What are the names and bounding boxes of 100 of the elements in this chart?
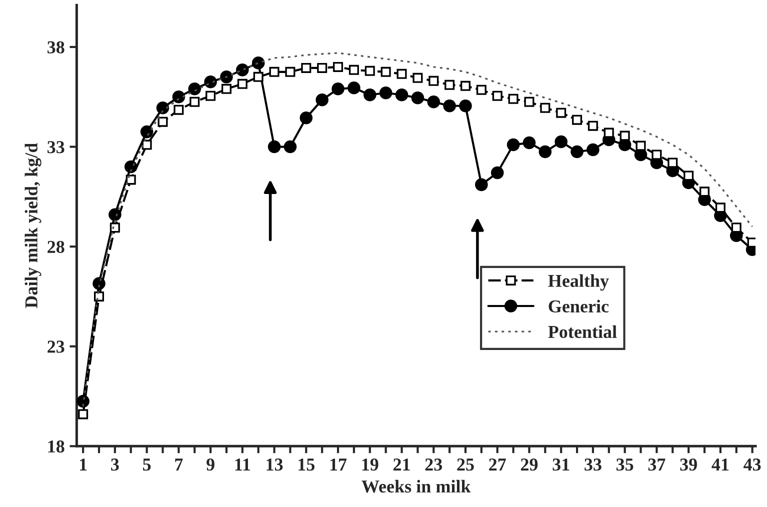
x-tick-label: 29 [520,458,538,471]
point [188,82,202,96]
point [190,96,200,107]
point [540,102,550,113]
point [252,56,265,70]
point [333,62,344,72]
point [285,66,296,77]
x-tick-label: 43 [744,458,761,471]
point [412,72,423,83]
point [220,70,233,84]
x-tick-label: 3 [111,458,119,471]
y-tick-label: 28 [48,240,64,254]
point [506,138,520,152]
point [300,111,313,124]
point [78,409,88,420]
x-tick-label: 5 [143,458,151,471]
point [332,82,344,96]
y-tick-label: 23 [48,340,64,353]
point [700,186,710,197]
point [492,90,502,101]
legend-label: Potential [548,325,617,338]
point [652,150,662,160]
point [556,108,566,118]
x-tick-label: 21 [393,458,410,470]
x-tick-label: 33 [584,458,602,471]
point [253,72,264,82]
x-tick-label: 37 [648,458,666,471]
point [428,76,439,86]
x-tick-label: 15 [298,458,315,471]
point [364,88,376,102]
x-tick-label: 17 [330,458,347,470]
x-axis-title: Weeks in milk [362,480,471,493]
point [348,64,359,75]
x-tick-label: 11 [235,458,250,470]
y-tick-label: 18 [48,440,64,453]
point [204,76,217,88]
point [620,130,630,141]
point [508,94,518,104]
point [522,136,536,150]
point [411,91,424,104]
point [237,78,248,89]
point [364,66,375,76]
point [269,66,280,77]
point [142,140,152,150]
point [524,96,534,107]
x-tick-label: 23 [425,458,442,471]
point [110,222,120,233]
point [476,84,486,95]
y-tick-label: 33 [48,141,64,154]
x-tick-label: 19 [362,458,378,471]
legend-label: Generic [548,300,609,313]
point [475,178,488,192]
point [459,99,472,112]
point [460,80,470,91]
point [174,104,184,115]
point [284,140,297,154]
point [140,125,154,138]
y-tick-label: 38 [48,41,64,54]
point [172,90,186,104]
x-tick-label: 1 [80,458,87,470]
point [668,158,678,168]
point [379,86,392,100]
point [636,140,646,151]
x-tick-label: 9 [206,458,214,471]
point [316,93,328,106]
point [490,166,504,180]
x-tick-label: 35 [616,458,634,471]
x-tick-label: 25 [457,458,474,471]
point [538,145,552,158]
point [268,140,281,154]
point [731,222,742,233]
x-tick-label: 27 [489,458,506,470]
x-tick-label: 39 [680,458,697,471]
point [301,62,312,73]
legend-label: Healthy [548,274,609,291]
point [317,62,328,73]
point [395,88,408,102]
point [554,135,568,148]
point [206,90,216,101]
point [443,99,456,112]
point [572,114,582,125]
point [604,128,614,138]
point [158,116,168,127]
point [380,66,391,77]
point [348,82,360,94]
point [236,64,249,76]
point [586,143,600,156]
point [427,95,440,108]
x-tick-label: 7 [175,458,183,470]
point [715,202,726,213]
point [221,84,232,94]
y-axis-title: Daily milk yield, kg/d [24,143,42,308]
point [94,291,104,302]
point [156,101,170,114]
point [396,68,407,79]
x-tick-label: 13 [266,458,283,471]
point [588,120,598,131]
x-tick-label: 41 [712,458,729,470]
point [444,80,455,90]
point [126,174,136,185]
